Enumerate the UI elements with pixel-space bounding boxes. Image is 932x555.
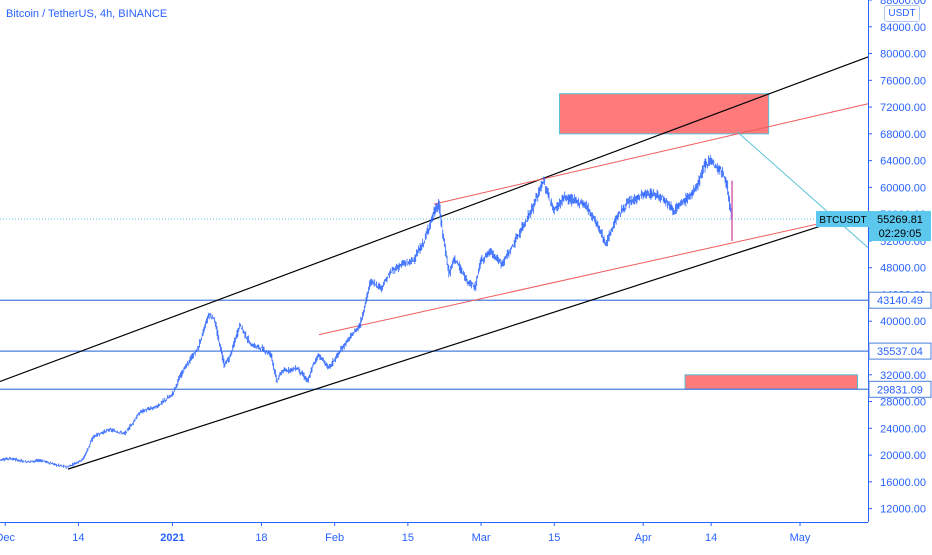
trendline-channel-upper [0, 56, 869, 383]
y-tick-label: 60000.00 [880, 182, 926, 194]
level-tag-box [868, 380, 932, 398]
trendline-inner-lower [318, 212, 869, 336]
price-tag-value: 55269.81 [877, 214, 923, 226]
x-tick-label: 14 [705, 532, 717, 544]
price-tag-box [869, 211, 931, 242]
y-tick-label: 16000.00 [880, 477, 926, 489]
level-tag-label: 35537.04 [877, 346, 923, 358]
symbol-tag-box [816, 211, 870, 228]
y-tick-label: 80000.00 [880, 49, 926, 61]
x-tick-label: Apr [635, 532, 652, 544]
trendlines-layer [0, 56, 869, 470]
x-tick-label: 14 [72, 532, 84, 544]
y-tick-label: 84000.00 [880, 22, 926, 34]
y-tick-label: 12000.00 [880, 504, 926, 516]
x-tick-label: May [790, 532, 811, 544]
trendline-projection [736, 131, 869, 248]
zones-layer [558, 93, 859, 390]
y-tick-label: 28000.00 [880, 397, 926, 409]
y-tick-label: 64000.00 [880, 156, 926, 168]
y-tick-label: 24000.00 [880, 423, 926, 435]
price-axis-bg [868, 0, 932, 550]
x-tick-label: 15 [548, 532, 560, 544]
y-tick-label: 88000.00 [880, 0, 926, 7]
price-series-layer [0, 154, 733, 469]
levels-layer [0, 218, 868, 390]
y-tick-label: 48000.00 [880, 263, 926, 275]
zone-rect [558, 93, 770, 135]
level-tag-box [868, 342, 932, 360]
tags-layer: 43140.49 35537.04 29831.09 BTCUSDT 55269.81 0… [816, 211, 932, 398]
level-tag-label: 43140.49 [877, 295, 923, 307]
x-tick-label: 15 [402, 532, 414, 544]
x-tick-label: 18 [255, 532, 267, 544]
trendline-channel-lower [67, 213, 858, 470]
time-axis-bg [0, 522, 868, 550]
price-tag-countdown: 02:29:05 [879, 228, 922, 240]
x-tick-label: Feb [325, 532, 344, 544]
trendline-inner-upper [433, 103, 869, 205]
chart-title: Bitcoin / TetherUS, 4h, BINANCE [6, 8, 168, 20]
y-tick-label: 20000.00 [880, 450, 926, 462]
currency-button[interactable]: USDT [884, 5, 920, 22]
zone-rect [684, 374, 859, 390]
y-tick-label: 32000.00 [880, 370, 926, 382]
y-tick-label: 76000.00 [880, 75, 926, 87]
y-tick-label: 68000.00 [880, 129, 926, 141]
y-tick-label: 40000.00 [880, 316, 926, 328]
level-tag-label: 29831.09 [877, 384, 923, 396]
symbol-tag-label: BTCUSDT [819, 215, 866, 226]
y-tick-label: 72000.00 [880, 102, 926, 114]
x-tick-label: Mar [472, 532, 491, 544]
x-tick-label: Dec [0, 532, 16, 544]
level-tag-box [868, 291, 932, 309]
x-tick-label: 2021 [160, 532, 184, 544]
